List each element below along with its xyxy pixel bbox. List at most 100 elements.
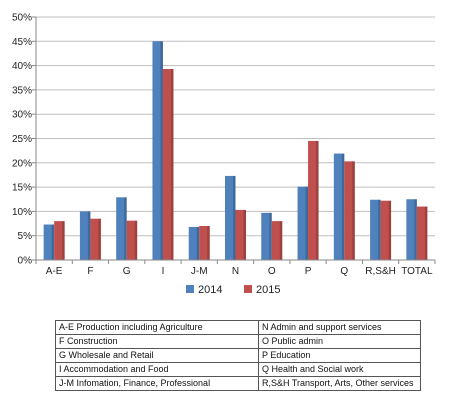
key-cell: G Wholesale and Retail [55, 348, 259, 363]
y-tick-label: 25% [12, 134, 32, 145]
bar-shade [124, 197, 127, 260]
legend-swatch [244, 285, 252, 293]
x-tick-label: TOTAL [401, 266, 433, 277]
bar-shade [316, 140, 319, 260]
key-row: J-M Infomation, Finance, Professional R,S… [55, 376, 421, 391]
bar-rect [416, 206, 428, 260]
bar-2014-P [297, 186, 309, 260]
bar-rect [43, 224, 55, 260]
x-tick-label: R,S&H [365, 266, 396, 277]
key-cell: R,S&H Transport, Arts, Other services [258, 376, 421, 391]
key-cell: N Admin and support services [258, 320, 421, 335]
category-key-table: A-E Production including Agriculture N Ad… [55, 320, 421, 391]
legend-item-2015: 2015 [244, 284, 280, 296]
bar-shade [98, 218, 101, 260]
bar-2014-N [225, 175, 236, 260]
bar-rect [271, 221, 283, 260]
bar-rect [370, 199, 381, 260]
bar-2015-I [162, 69, 174, 260]
key-row: G Wholesale and Retail P Education [55, 348, 421, 363]
bar-rect [90, 218, 101, 260]
key-cell: I Accommodation and Food [55, 362, 259, 377]
axes [35, 17, 435, 261]
y-axis-tick-labels: 0% 5% 10% 15% 20% 25% 30% 35% 40% 45% 50% [12, 13, 32, 267]
key-cell: Q Health and Social work [258, 362, 421, 377]
bar-2015-F [90, 218, 101, 260]
bar-rect [188, 226, 200, 260]
bar-rect [126, 220, 138, 260]
bar-shade [170, 69, 174, 260]
bar-shade [352, 161, 355, 260]
bar-shade [279, 221, 283, 260]
x-tick-label: N [232, 266, 239, 277]
x-tick-label: I [162, 266, 165, 277]
x-tick-label: J-M [191, 266, 208, 277]
legend-swatch [186, 285, 194, 293]
bar-shade [243, 209, 246, 260]
bar-shade [269, 212, 272, 260]
x-tick-label: Q [340, 266, 348, 277]
key-cell: O Public admin [258, 334, 421, 349]
y-tick-label: 10% [12, 207, 32, 218]
bar-rect [162, 69, 174, 260]
bar-rect [152, 41, 163, 260]
y-tick-label: 15% [12, 183, 32, 194]
bar-2014-G [116, 197, 127, 260]
bar-shade [378, 199, 381, 260]
bar-rect [235, 209, 246, 260]
key-cell: P Education [258, 348, 421, 363]
bar-rect [297, 186, 309, 260]
bar-2014-F [79, 211, 91, 260]
bars [43, 41, 428, 260]
key-cell: J-M Infomation, Finance, Professional [55, 376, 259, 391]
bar-2014-Q [333, 153, 345, 260]
bar-rect [308, 140, 319, 260]
bar-rect [406, 199, 417, 260]
bar-2014-O [261, 212, 272, 260]
bar-rect [199, 225, 210, 260]
y-tick-label: 40% [12, 61, 32, 72]
key-cell: A-E Production including Agriculture [55, 320, 259, 335]
bar-2015-P [308, 140, 319, 260]
bar-2015-TOTAL [416, 206, 428, 260]
key-cell: F Construction [55, 334, 259, 349]
bar-shade [424, 206, 428, 260]
bar-rect [380, 200, 392, 260]
bar-shade [196, 226, 200, 260]
bar-2014-TOTAL [406, 199, 417, 260]
x-tick-label: A-E [46, 266, 63, 277]
bar-2015-N [235, 209, 246, 260]
bar-shade [341, 153, 345, 260]
x-tick-label: F [87, 266, 93, 277]
bar-rect [225, 175, 236, 260]
y-tick-label: 45% [12, 37, 32, 48]
legend-label: 2014 [198, 284, 222, 296]
bar-2015-G [126, 220, 138, 260]
bar-2014-J-M [188, 226, 200, 260]
bar-2014-I [152, 41, 163, 260]
bar-2015-Q [344, 161, 355, 260]
key-row: I Accommodation and Food Q Health and Soc… [55, 362, 421, 377]
bar-shade [62, 221, 65, 260]
bar-shade [305, 186, 309, 260]
bar-shade [388, 200, 392, 260]
y-tick-label: 20% [12, 158, 32, 169]
y-tick-label: 50% [12, 13, 32, 24]
x-tick-label: O [268, 266, 276, 277]
key-row: A-E Production including Agriculture N Ad… [55, 320, 421, 335]
bar-rect [261, 212, 272, 260]
bar-shade [207, 225, 210, 260]
bar-rect [54, 221, 65, 260]
y-tick-label: 30% [12, 110, 32, 121]
legend: 2014 2015 [186, 284, 280, 296]
x-tick-label: P [305, 266, 312, 277]
bar-chart: 0% 5% 10% 15% 20% 25% 30% 35% 40% 45% 50% A-E F G I J-… [12, 13, 436, 296]
bar-rect [116, 197, 127, 260]
key-row: F Construction O Public admin [55, 334, 421, 349]
bar-rect [79, 211, 91, 260]
bar-shade [233, 175, 236, 260]
y-tick-label: 5% [18, 231, 33, 242]
y-tick-label: 0% [18, 256, 33, 267]
bar-rect [344, 161, 355, 260]
bar-2015-O [271, 221, 283, 260]
